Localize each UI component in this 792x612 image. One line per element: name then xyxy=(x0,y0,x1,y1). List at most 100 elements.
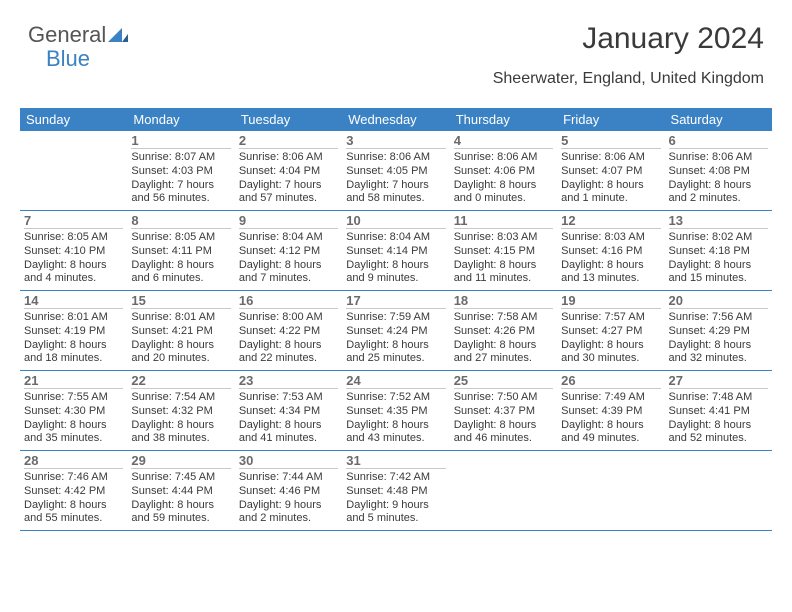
day-number: 14 xyxy=(24,293,123,309)
calendar-cell xyxy=(20,131,127,210)
day-number: 24 xyxy=(346,373,445,389)
calendar-cell: 1Sunrise: 8:07 AM Sunset: 4:03 PM Daylig… xyxy=(127,131,234,210)
day-number: 11 xyxy=(454,213,553,229)
day-info: Sunrise: 7:54 AM Sunset: 4:32 PM Dayligh… xyxy=(131,391,230,446)
calendar-cell: 12 Sunrise: 8:03 AM Sunset: 4:16 PM Dayli… xyxy=(557,211,664,290)
day-number: 16 xyxy=(239,293,338,309)
day-info: Sunrise: 7:58 AM Sunset: 4:26 PM Dayligh… xyxy=(454,311,553,366)
day-info: Sunrise: 8:01 AM Sunset: 4:19 PM Dayligh… xyxy=(24,311,123,366)
calendar-cell: 14 Sunrise: 8:01 AM Sunset: 4:19 PM Dayli… xyxy=(20,291,127,370)
day-header-wednesday: Wednesday xyxy=(342,108,449,131)
day-info: Sunrise: 8:01 AM Sunset: 4:21 PM Dayligh… xyxy=(131,311,230,366)
calendar-cell: 24 Sunrise: 7:52 AM Sunset: 4:35 PM Dayli… xyxy=(342,371,449,450)
day-number: 25 xyxy=(454,373,553,389)
calendar-cell: 17 Sunrise: 7:59 AM Sunset: 4:24 PM Dayli… xyxy=(342,291,449,370)
calendar-cell: 16 Sunrise: 8:00 AM Sunset: 4:22 PM Dayli… xyxy=(235,291,342,370)
day-header-friday: Friday xyxy=(557,108,664,131)
day-number: 26 xyxy=(561,373,660,389)
week-row: 14 Sunrise: 8:01 AM Sunset: 4:19 PM Dayli… xyxy=(20,291,772,371)
day-info: Sunrise: 8:04 AM Sunset: 4:14 PM Dayligh… xyxy=(346,231,445,286)
day-info: Sunrise: 7:48 AM Sunset: 4:41 PM Dayligh… xyxy=(669,391,768,446)
day-info: Sunrise: 8:03 AM Sunset: 4:15 PM Dayligh… xyxy=(454,231,553,286)
calendar-cell: 22 Sunrise: 7:54 AM Sunset: 4:32 PM Dayli… xyxy=(127,371,234,450)
day-header-thursday: Thursday xyxy=(450,108,557,131)
calendar-cell: 5 Sunrise: 8:06 AM Sunset: 4:07 PM Daylig… xyxy=(557,131,664,210)
day-number: 30 xyxy=(239,453,338,469)
day-info: Sunrise: 8:05 AM Sunset: 4:11 PM Dayligh… xyxy=(131,231,230,286)
day-info: Sunrise: 8:02 AM Sunset: 4:18 PM Dayligh… xyxy=(669,231,768,286)
day-number: 28 xyxy=(24,453,123,469)
calendar-cell: 27 Sunrise: 7:48 AM Sunset: 4:41 PM Dayli… xyxy=(665,371,772,450)
calendar-cell: 18 Sunrise: 7:58 AM Sunset: 4:26 PM Dayli… xyxy=(450,291,557,370)
calendar-cell: 8 Sunrise: 8:05 AM Sunset: 4:11 PM Daylig… xyxy=(127,211,234,290)
location-subtitle: Sheerwater, England, United Kingdom xyxy=(493,70,764,88)
calendar-cell: 31 Sunrise: 7:42 AM Sunset: 4:48 PM Dayli… xyxy=(342,451,449,530)
day-info: Sunrise: 7:44 AM Sunset: 4:46 PM Dayligh… xyxy=(239,471,338,526)
calendar-cell xyxy=(450,451,557,530)
calendar-cell: 13 Sunrise: 8:02 AM Sunset: 4:18 PM Dayli… xyxy=(665,211,772,290)
day-number: 5 xyxy=(561,133,660,149)
day-number: 19 xyxy=(561,293,660,309)
day-header-sunday: Sunday xyxy=(20,108,127,131)
day-info: Sunrise: 8:00 AM Sunset: 4:22 PM Dayligh… xyxy=(239,311,338,366)
calendar-cell xyxy=(665,451,772,530)
calendar-cell: 25 Sunrise: 7:50 AM Sunset: 4:37 PM Dayli… xyxy=(450,371,557,450)
day-number: 17 xyxy=(346,293,445,309)
logo-text-general: General xyxy=(28,22,106,48)
calendar: Sunday Monday Tuesday Wednesday Thursday… xyxy=(20,108,772,531)
day-info: Sunrise: 8:05 AM Sunset: 4:10 PM Dayligh… xyxy=(24,231,123,286)
day-info: Sunrise: 8:07 AM Sunset: 4:03 PM Dayligh… xyxy=(131,151,230,206)
day-number: 10 xyxy=(346,213,445,229)
calendar-cell: 10 Sunrise: 8:04 AM Sunset: 4:14 PM Dayli… xyxy=(342,211,449,290)
day-number: 22 xyxy=(131,373,230,389)
day-info: Sunrise: 7:56 AM Sunset: 4:29 PM Dayligh… xyxy=(669,311,768,366)
day-info: Sunrise: 8:06 AM Sunset: 4:08 PM Dayligh… xyxy=(669,151,768,206)
week-row: 1Sunrise: 8:07 AM Sunset: 4:03 PM Daylig… xyxy=(20,131,772,211)
day-info: Sunrise: 7:46 AM Sunset: 4:42 PM Dayligh… xyxy=(24,471,123,526)
day-info: Sunrise: 8:03 AM Sunset: 4:16 PM Dayligh… xyxy=(561,231,660,286)
day-number: 21 xyxy=(24,373,123,389)
day-number: 13 xyxy=(669,213,768,229)
day-info: Sunrise: 7:53 AM Sunset: 4:34 PM Dayligh… xyxy=(239,391,338,446)
calendar-cell xyxy=(557,451,664,530)
day-number: 15 xyxy=(131,293,230,309)
day-header-tuesday: Tuesday xyxy=(235,108,342,131)
day-info: Sunrise: 8:06 AM Sunset: 4:05 PM Dayligh… xyxy=(346,151,445,206)
day-number: 31 xyxy=(346,453,445,469)
day-number: 20 xyxy=(669,293,768,309)
calendar-cell: 3Sunrise: 8:06 AM Sunset: 4:05 PM Daylig… xyxy=(342,131,449,210)
day-info: Sunrise: 7:50 AM Sunset: 4:37 PM Dayligh… xyxy=(454,391,553,446)
day-number: 27 xyxy=(669,373,768,389)
day-header-row: Sunday Monday Tuesday Wednesday Thursday… xyxy=(20,108,772,131)
logo: General xyxy=(28,22,130,48)
calendar-cell: 21Sunrise: 7:55 AM Sunset: 4:30 PM Dayli… xyxy=(20,371,127,450)
calendar-cell: 19 Sunrise: 7:57 AM Sunset: 4:27 PM Dayli… xyxy=(557,291,664,370)
calendar-cell: 26 Sunrise: 7:49 AM Sunset: 4:39 PM Dayli… xyxy=(557,371,664,450)
day-number: 29 xyxy=(131,453,230,469)
day-number: 12 xyxy=(561,213,660,229)
week-row: 21Sunrise: 7:55 AM Sunset: 4:30 PM Dayli… xyxy=(20,371,772,451)
day-info: Sunrise: 7:49 AM Sunset: 4:39 PM Dayligh… xyxy=(561,391,660,446)
day-info: Sunrise: 7:45 AM Sunset: 4:44 PM Dayligh… xyxy=(131,471,230,526)
page-title: January 2024 xyxy=(582,22,764,56)
day-info: Sunrise: 8:04 AM Sunset: 4:12 PM Dayligh… xyxy=(239,231,338,286)
day-number: 18 xyxy=(454,293,553,309)
day-info: Sunrise: 8:06 AM Sunset: 4:07 PM Dayligh… xyxy=(561,151,660,206)
day-number: 4 xyxy=(454,133,553,149)
day-info: Sunrise: 7:42 AM Sunset: 4:48 PM Dayligh… xyxy=(346,471,445,526)
calendar-cell: 20 Sunrise: 7:56 AM Sunset: 4:29 PM Dayli… xyxy=(665,291,772,370)
day-number: 2 xyxy=(239,133,338,149)
calendar-cell: 30 Sunrise: 7:44 AM Sunset: 4:46 PM Dayli… xyxy=(235,451,342,530)
day-info: Sunrise: 7:52 AM Sunset: 4:35 PM Dayligh… xyxy=(346,391,445,446)
day-number: 23 xyxy=(239,373,338,389)
day-number: 8 xyxy=(131,213,230,229)
logo-triangle-icon xyxy=(108,28,128,42)
calendar-cell: 6Sunrise: 8:06 AM Sunset: 4:08 PM Daylig… xyxy=(665,131,772,210)
calendar-cell: 9 Sunrise: 8:04 AM Sunset: 4:12 PM Daylig… xyxy=(235,211,342,290)
day-info: Sunrise: 7:59 AM Sunset: 4:24 PM Dayligh… xyxy=(346,311,445,366)
day-number: 9 xyxy=(239,213,338,229)
week-row: 7Sunrise: 8:05 AM Sunset: 4:10 PM Daylig… xyxy=(20,211,772,291)
day-header-monday: Monday xyxy=(127,108,234,131)
calendar-cell: 11 Sunrise: 8:03 AM Sunset: 4:15 PM Dayli… xyxy=(450,211,557,290)
day-info: Sunrise: 7:57 AM Sunset: 4:27 PM Dayligh… xyxy=(561,311,660,366)
